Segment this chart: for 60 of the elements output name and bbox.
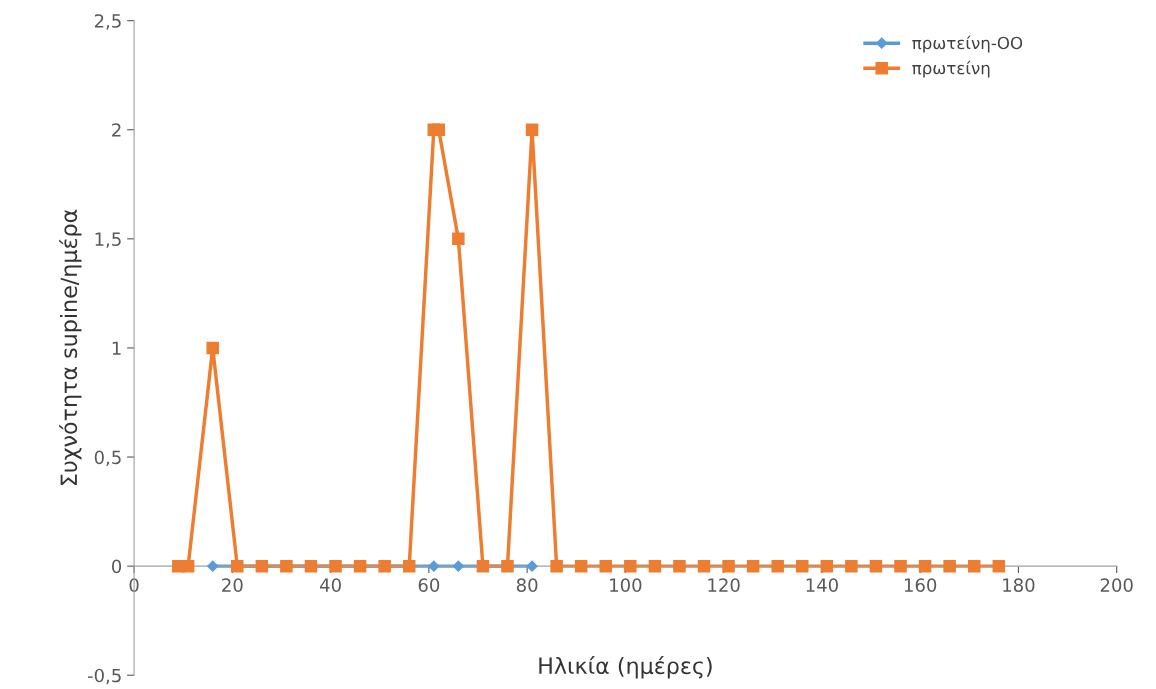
point bbox=[820, 559, 834, 573]
point bbox=[746, 559, 760, 573]
point bbox=[992, 559, 1006, 573]
point bbox=[624, 559, 637, 573]
point bbox=[796, 559, 809, 573]
x-tick-label: 140 bbox=[806, 578, 838, 592]
x-axis-title: Ηλικία (ημέρες) bbox=[539, 656, 712, 679]
point bbox=[353, 559, 367, 573]
y-tick-label: 0 bbox=[111, 559, 122, 574]
point bbox=[452, 232, 465, 246]
x-tick-label: 180 bbox=[1003, 578, 1035, 592]
point bbox=[206, 341, 219, 355]
point bbox=[476, 559, 490, 573]
point bbox=[501, 559, 514, 573]
x-tick-label: 200 bbox=[1100, 578, 1133, 592]
point bbox=[599, 559, 612, 573]
point bbox=[845, 559, 858, 573]
point bbox=[255, 559, 269, 573]
x-tick-label: 60 bbox=[418, 578, 440, 592]
legend-label: πρωτείνη bbox=[912, 60, 990, 78]
x-tick-label: 20 bbox=[222, 578, 243, 592]
x-tick-label: 40 bbox=[320, 578, 341, 592]
x-tick-label: 160 bbox=[904, 578, 937, 592]
point bbox=[428, 560, 440, 572]
y-tick-label: -0,5 bbox=[87, 668, 121, 685]
point bbox=[181, 559, 195, 573]
y-tick-label: 1 bbox=[112, 341, 121, 355]
point bbox=[452, 560, 464, 572]
y-tick-label: 1,5 bbox=[95, 232, 121, 248]
point bbox=[280, 559, 293, 573]
x-tick-label: 0 bbox=[129, 578, 139, 592]
point bbox=[943, 559, 956, 573]
y-tick-label: 2,5 bbox=[94, 14, 121, 30]
point bbox=[697, 559, 711, 573]
point bbox=[673, 559, 686, 573]
point bbox=[550, 559, 563, 573]
point bbox=[648, 559, 662, 573]
point bbox=[329, 559, 342, 573]
point bbox=[771, 559, 784, 573]
x-tick-label: 80 bbox=[516, 578, 538, 592]
x-tick-label: 120 bbox=[708, 578, 740, 592]
point bbox=[304, 559, 318, 573]
point bbox=[894, 559, 907, 573]
legend-label: πρωτείνη-ΟΟ bbox=[912, 35, 1023, 53]
y-tick-label: 0,5 bbox=[94, 450, 121, 466]
point bbox=[378, 559, 391, 573]
point bbox=[402, 559, 416, 573]
point bbox=[574, 559, 588, 573]
point bbox=[207, 560, 219, 572]
point bbox=[526, 560, 538, 572]
point bbox=[722, 559, 735, 573]
point bbox=[918, 559, 932, 573]
point bbox=[231, 559, 244, 573]
y-tick-label: 2 bbox=[112, 123, 121, 137]
x-tick-label: 100 bbox=[610, 578, 642, 592]
point bbox=[432, 123, 445, 137]
point bbox=[525, 123, 539, 137]
point bbox=[869, 559, 883, 573]
point bbox=[967, 559, 981, 573]
y-axis-title: Συχνότητα supine/ημέρα bbox=[59, 209, 82, 485]
